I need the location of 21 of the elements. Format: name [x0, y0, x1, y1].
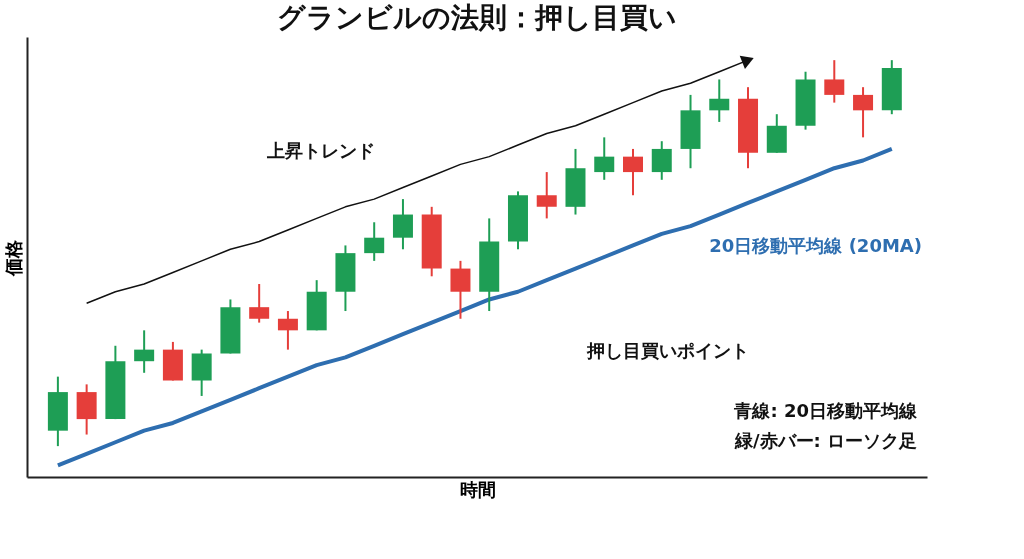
candlestick — [853, 86, 874, 139]
candlestick — [450, 259, 471, 320]
candlestick — [134, 329, 155, 374]
candlestick — [249, 283, 270, 324]
candlestick — [392, 198, 413, 251]
candlestick — [277, 310, 298, 351]
annotation: 緑/赤バー: ローソク足 — [733, 430, 917, 451]
series-label: 20日移動平均線 (20MA) — [709, 235, 922, 256]
annotation: 上昇トレンド — [266, 140, 375, 161]
candlestick — [824, 59, 845, 104]
y-axis-title: 価格 — [2, 238, 24, 277]
x-axis-title: 時間 — [459, 478, 496, 500]
chart-title: グランビルの法則：押し目買い — [277, 1, 677, 34]
candlestick — [594, 136, 615, 181]
candlestick — [364, 221, 385, 262]
candlestick — [651, 140, 672, 181]
candlestick — [709, 78, 730, 123]
candlestick — [536, 171, 557, 220]
annotation: 押し目買いポイント — [586, 340, 749, 361]
annotation: 青線: 20日移動平均線 — [733, 400, 918, 421]
candlestick — [623, 147, 643, 197]
